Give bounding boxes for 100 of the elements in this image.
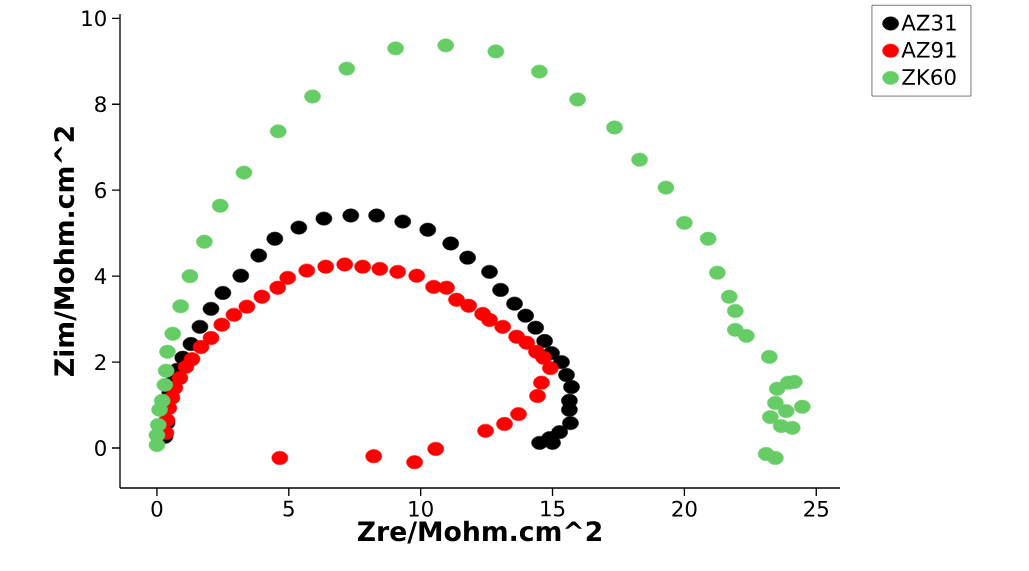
point — [336, 257, 353, 272]
point — [365, 449, 382, 464]
point — [181, 269, 199, 284]
point — [419, 222, 437, 237]
point — [448, 292, 465, 307]
point — [606, 120, 623, 135]
point — [156, 377, 174, 392]
point — [253, 289, 271, 304]
point — [225, 307, 243, 322]
legend-label: AZ91 — [901, 41, 956, 58]
point — [271, 450, 289, 465]
point — [191, 319, 209, 334]
point — [761, 349, 778, 364]
point — [214, 285, 232, 300]
point — [794, 399, 811, 414]
y-tick-label: 2 — [95, 354, 106, 370]
point — [192, 340, 210, 354]
point — [438, 280, 455, 295]
point — [342, 208, 360, 223]
y-axis-title: Zim/Mohm.cm^2 — [53, 127, 77, 376]
x-tick-label: 0 — [151, 500, 163, 517]
point — [529, 389, 546, 403]
point — [563, 380, 580, 394]
point — [517, 308, 534, 323]
point — [768, 381, 786, 396]
point — [315, 211, 333, 226]
point — [459, 250, 476, 265]
point — [387, 41, 404, 56]
point — [371, 261, 389, 276]
point — [536, 334, 553, 348]
point — [527, 320, 544, 335]
point — [354, 259, 371, 274]
point — [510, 407, 527, 422]
point — [442, 236, 459, 251]
point — [762, 410, 779, 425]
x-tick-label: 15 — [541, 500, 565, 517]
point — [496, 417, 513, 431]
point — [531, 435, 548, 450]
point — [738, 328, 755, 343]
point — [481, 264, 498, 279]
point — [153, 393, 171, 408]
point — [720, 289, 738, 304]
point — [531, 64, 548, 79]
point — [542, 361, 559, 376]
point — [533, 375, 550, 390]
point — [171, 371, 189, 385]
point — [427, 441, 444, 456]
point — [213, 317, 231, 332]
point — [535, 350, 552, 365]
point — [487, 44, 505, 59]
x-tick-label: 10 — [409, 500, 433, 517]
point — [304, 89, 321, 104]
point — [338, 61, 356, 76]
point — [279, 270, 297, 285]
point — [481, 313, 498, 327]
point — [290, 220, 308, 235]
point — [269, 280, 286, 295]
point — [202, 331, 220, 345]
point — [394, 214, 411, 229]
x-axis-title: Zre/Mohm.cm^2 — [357, 520, 601, 544]
x-tick-label: 20 — [672, 500, 697, 517]
point — [494, 319, 511, 334]
y-tick-label: 8 — [95, 96, 106, 113]
point — [676, 215, 693, 230]
point — [266, 231, 284, 246]
point — [408, 268, 425, 283]
point — [368, 208, 385, 223]
point — [699, 231, 717, 246]
point — [569, 92, 586, 107]
point — [558, 368, 575, 382]
point — [196, 234, 213, 249]
point — [553, 355, 570, 370]
point — [767, 450, 784, 465]
legend-label: AZ31 — [901, 14, 956, 31]
point — [159, 344, 176, 359]
point — [149, 417, 167, 432]
point — [506, 296, 523, 311]
legend-label: ZK60 — [902, 68, 956, 86]
point — [317, 259, 334, 274]
point — [211, 198, 229, 213]
point — [777, 404, 795, 418]
y-tick-label: 4 — [94, 268, 107, 284]
x-tick-label: 25 — [804, 500, 828, 517]
point — [518, 335, 535, 350]
point — [406, 455, 423, 470]
point — [238, 299, 256, 314]
point — [298, 263, 315, 278]
y-tick-label: 6 — [95, 182, 106, 199]
y-tick-label: 10 — [82, 10, 106, 27]
x-tick-label: 5 — [283, 500, 294, 517]
point — [269, 124, 287, 139]
point — [657, 180, 675, 195]
point — [157, 363, 175, 378]
point — [492, 282, 509, 297]
point — [631, 152, 648, 167]
point — [250, 248, 267, 263]
point — [783, 420, 801, 435]
point — [767, 395, 784, 410]
point — [232, 268, 250, 283]
point — [235, 165, 253, 180]
